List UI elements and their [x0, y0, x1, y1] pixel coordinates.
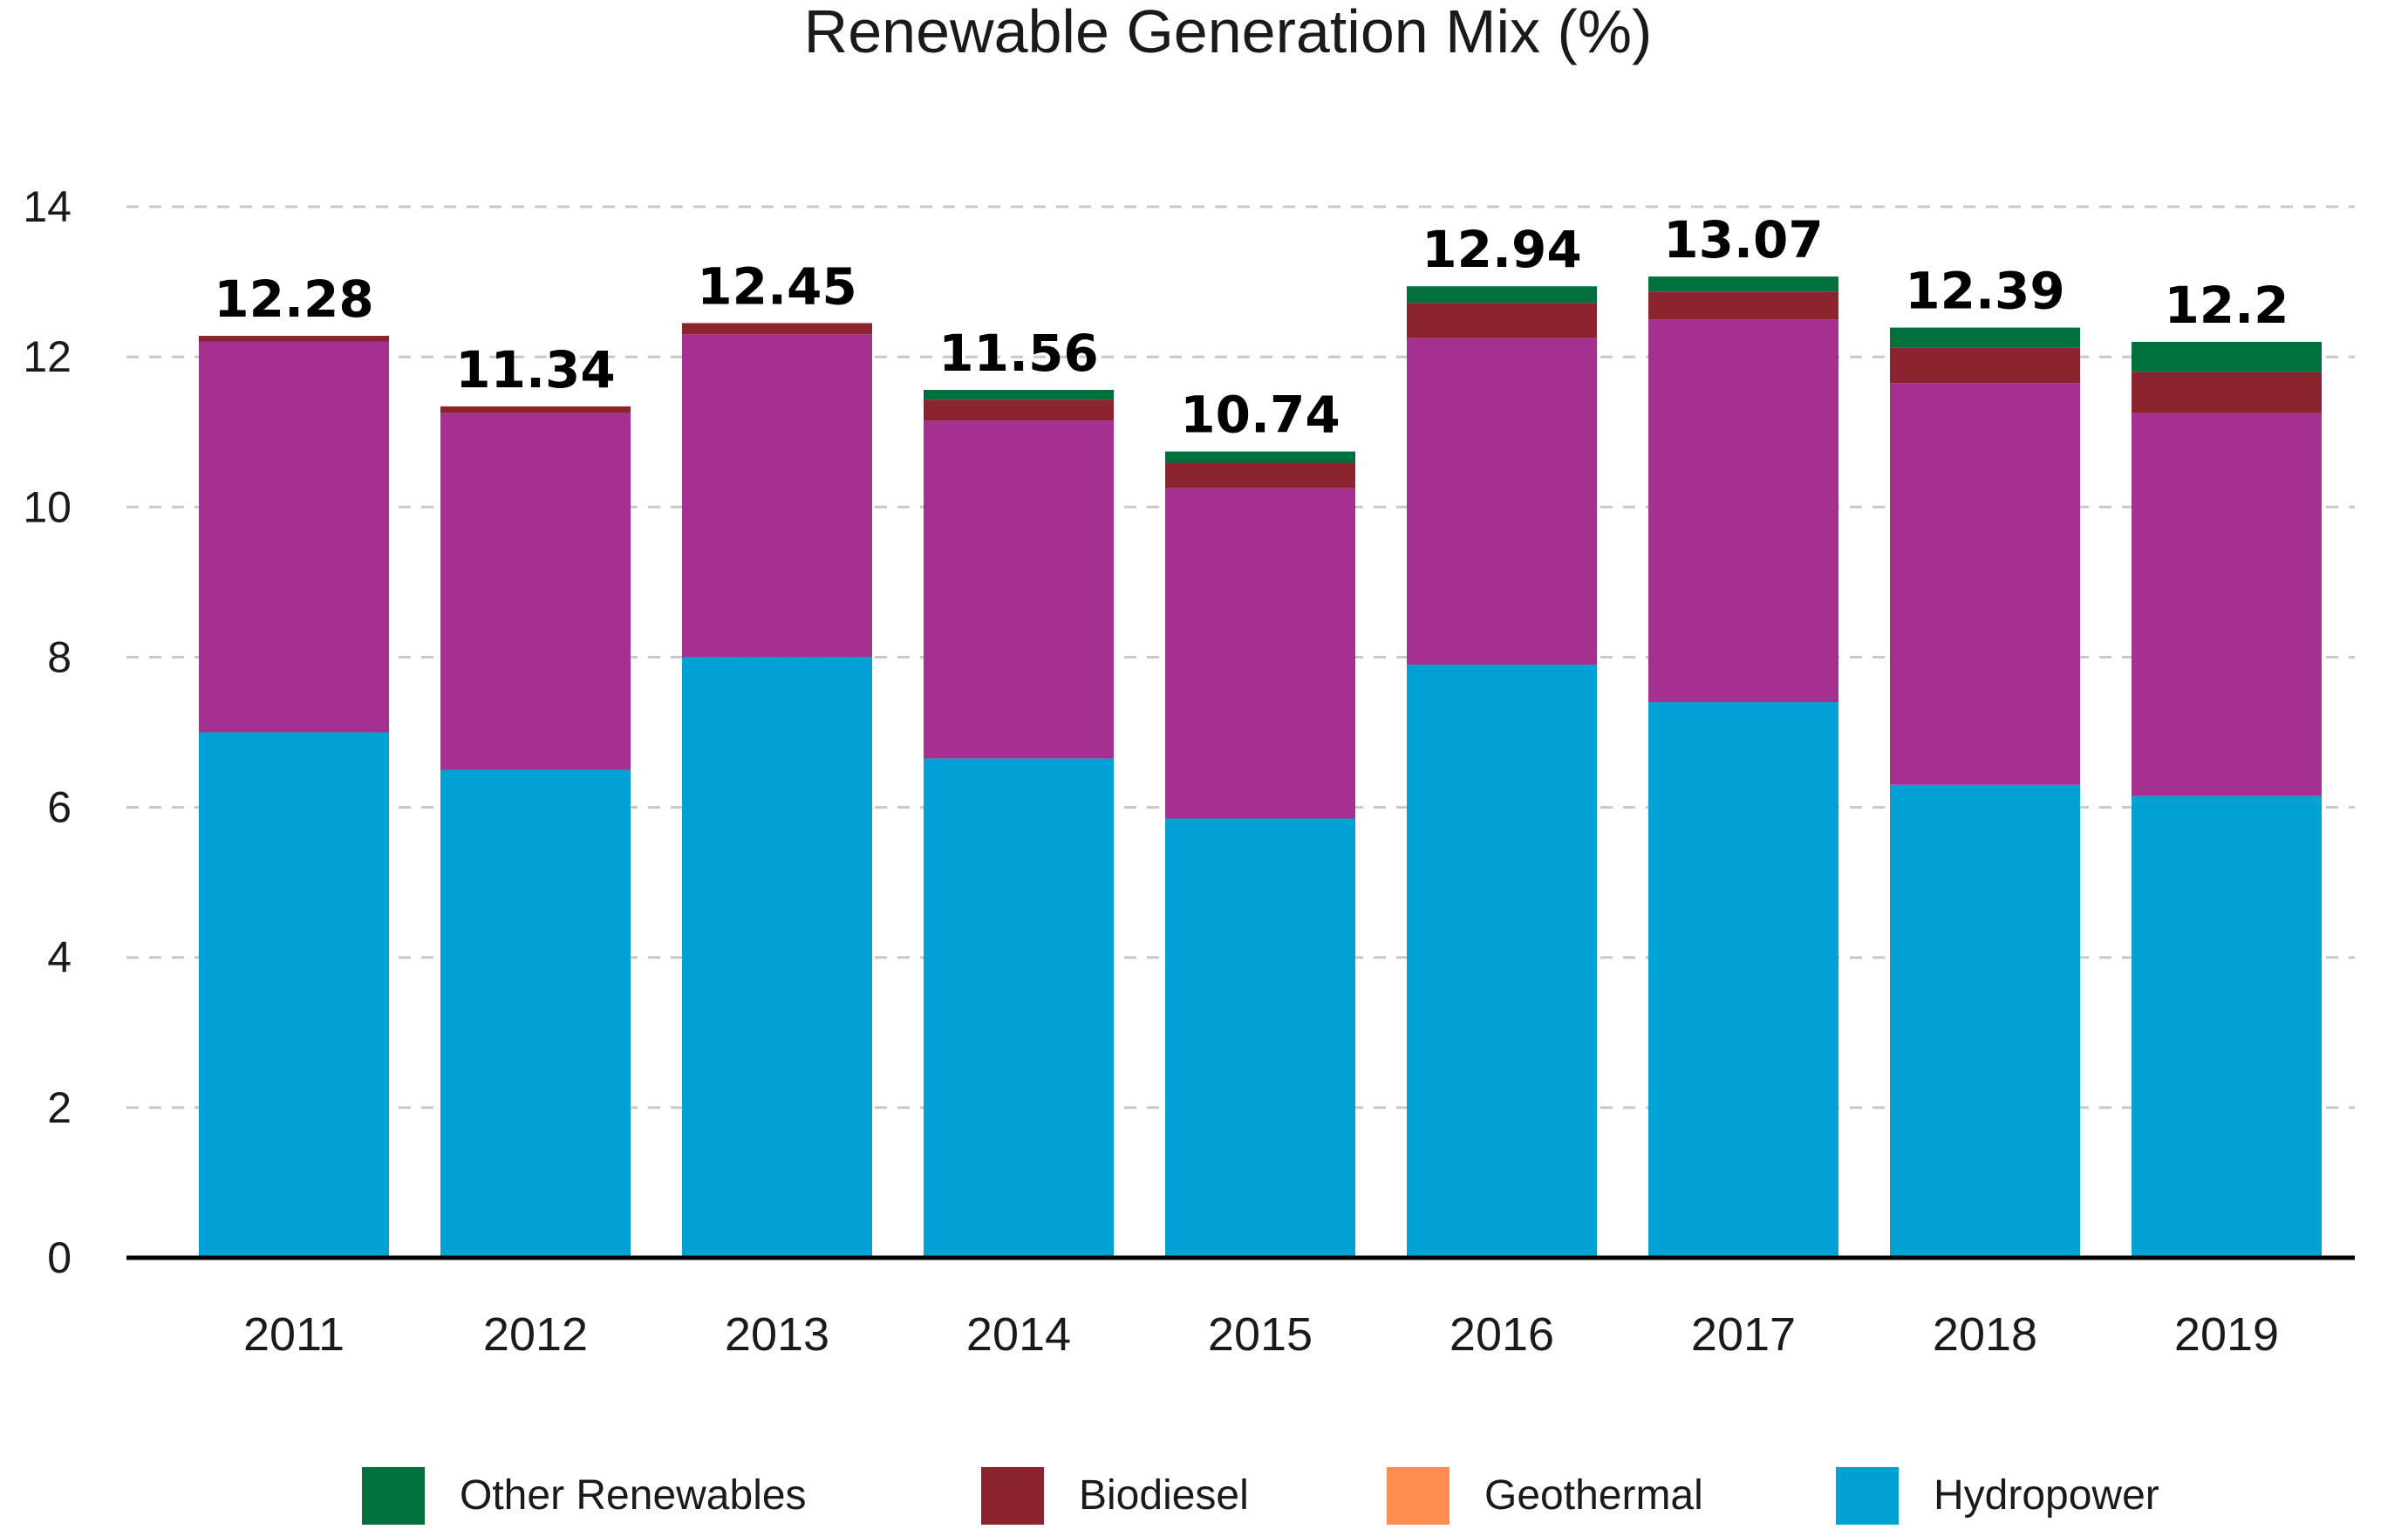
y-tick-label: 6: [47, 783, 72, 832]
y-tick-label: 14: [23, 182, 72, 231]
y-tick-label: 0: [47, 1233, 72, 1282]
total-label: 11.34: [455, 340, 615, 399]
y-tick-label: 4: [47, 933, 72, 982]
bar-segment: [1648, 702, 1838, 1258]
y-tick-label: 2: [47, 1083, 72, 1132]
x-tick-label: 2013: [725, 1308, 829, 1361]
bar-stack-2019: [2132, 341, 2322, 1258]
x-axis-tick-labels: 2011 2012 2013 2014 2015 2016 2017 2018 2019: [243, 1308, 2279, 1361]
x-tick-label: 2015: [1208, 1308, 1313, 1361]
legend-item: Biodiesel: [981, 1467, 1249, 1525]
total-label: 13.07: [1663, 210, 1823, 270]
bar-segment: [1648, 276, 1838, 292]
legend-swatch: [362, 1467, 425, 1525]
legend-label: Geothermal: [1484, 1472, 1703, 1519]
y-axis-tick-labels: 0 2 4 6 8 10 12 14: [23, 182, 72, 1282]
bar-segment: [2132, 795, 2322, 1258]
legend-swatch: [981, 1467, 1044, 1525]
total-label: 11.56: [938, 324, 1098, 383]
bar-segment: [682, 334, 872, 658]
bar-segment: [1165, 462, 1355, 488]
bar-segment: [1890, 347, 2080, 384]
bar-segment: [1890, 327, 2080, 348]
bar-stack-2016: [1407, 286, 1597, 1258]
bar-segment: [1890, 383, 2080, 785]
bar-segment: [1165, 818, 1355, 1258]
bar-segment: [199, 341, 389, 733]
total-label: 12.28: [214, 270, 373, 329]
bar-segment: [682, 323, 872, 335]
bar-segment: [1407, 286, 1597, 304]
bar-segment: [924, 420, 1114, 759]
bar-segment: [2132, 372, 2322, 413]
bar-segment: [682, 657, 872, 1258]
total-labels: 12.28 11.34 12.45 11.56 10.74 12.94 13.07 12.39…: [214, 210, 2289, 445]
x-tick-label: 2014: [966, 1308, 1071, 1361]
bar-stack-2015: [1165, 451, 1355, 1258]
legend-label: Other Renewables: [460, 1472, 807, 1519]
legend-item: Hydropower: [1836, 1467, 2159, 1525]
x-tick-label: 2012: [483, 1308, 588, 1361]
bar-segment: [2132, 413, 2322, 796]
bar-stack-2013: [682, 323, 872, 1258]
bar-segment: [1890, 784, 2080, 1258]
total-label: 10.74: [1180, 386, 1340, 445]
bar-segment: [440, 769, 631, 1258]
y-tick-label: 12: [23, 332, 72, 381]
bar-segment: [1648, 291, 1838, 320]
x-tick-label: 2017: [1691, 1308, 1796, 1361]
legend-swatch: [1836, 1467, 1899, 1525]
legend: Other Renewables Biodiesel Geothermal Hydro…: [362, 1467, 2159, 1525]
bar-segment: [199, 732, 389, 1258]
total-label: 12.2: [2164, 276, 2289, 335]
legend-label: Hydropower: [1934, 1472, 2159, 1519]
bar-stack-2014: [924, 390, 1114, 1258]
legend-item: Other Renewables: [362, 1467, 807, 1525]
bar-segment: [2132, 341, 2322, 372]
legend-item: Geothermal: [1387, 1467, 1703, 1525]
bar-segment: [1407, 665, 1597, 1258]
bar-segment: [1165, 488, 1355, 819]
bar-segment: [440, 406, 631, 413]
bar-stack-2012: [440, 406, 631, 1258]
bars: [199, 276, 2322, 1258]
bar-segment: [924, 390, 1114, 400]
y-tick-label: 10: [23, 482, 72, 531]
legend-swatch: [1387, 1467, 1450, 1525]
total-label: 12.39: [1905, 262, 2064, 321]
x-tick-label: 2019: [2174, 1308, 2279, 1361]
y-tick-label: 8: [47, 632, 72, 681]
bar-stack-2017: [1648, 276, 1838, 1258]
bar-segment: [1648, 319, 1838, 703]
x-tick-label: 2018: [1933, 1308, 2037, 1361]
bar-segment: [1407, 303, 1597, 338]
chart-title: Renewable Generation Mix (%): [804, 0, 1653, 65]
bar-segment: [440, 413, 631, 770]
bar-segment: [924, 399, 1114, 421]
bar-stack-2018: [1890, 327, 2080, 1258]
x-tick-label: 2016: [1450, 1308, 1554, 1361]
x-tick-label: 2011: [243, 1308, 344, 1361]
bar-segment: [199, 336, 389, 342]
total-label: 12.45: [697, 256, 856, 316]
bar-segment: [1407, 338, 1597, 666]
bar-stack-2011: [199, 336, 389, 1258]
legend-label: Biodiesel: [1079, 1472, 1249, 1519]
bar-segment: [924, 758, 1114, 1258]
bar-segment: [1165, 451, 1355, 463]
total-label: 12.94: [1422, 220, 1581, 279]
